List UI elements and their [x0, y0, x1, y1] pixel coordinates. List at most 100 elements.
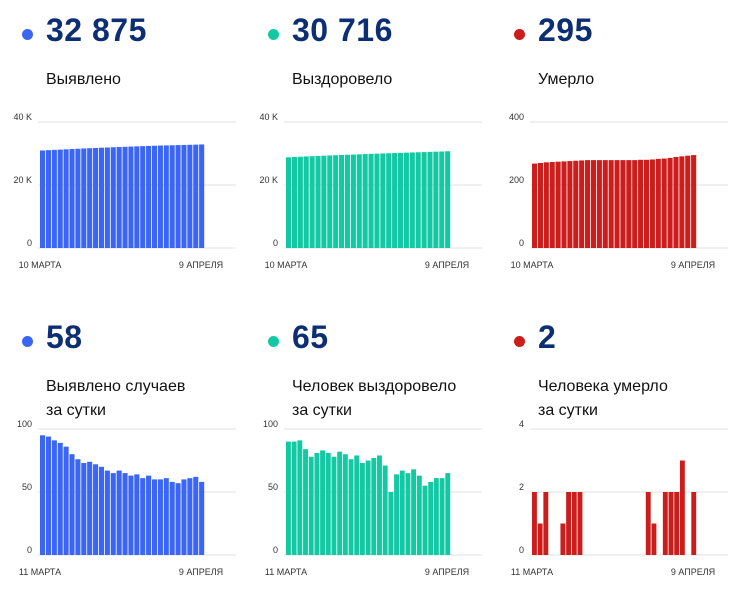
legend-dot — [514, 336, 525, 347]
bar — [98, 147, 105, 248]
x-tick-label-end: 9 АПРЕЛЯ — [671, 567, 715, 577]
bar — [303, 156, 309, 248]
bar — [537, 162, 543, 248]
label-line: Выявлено случаев — [46, 378, 186, 395]
bar — [104, 470, 110, 555]
y-tick-label: 20 K — [13, 175, 32, 185]
bar — [439, 151, 445, 248]
bar — [632, 160, 638, 248]
bar — [433, 151, 439, 248]
bar — [63, 149, 69, 248]
bar — [691, 155, 697, 248]
bar — [377, 455, 382, 555]
bar — [193, 476, 199, 555]
bar — [140, 146, 146, 248]
bar — [157, 145, 163, 248]
bar — [602, 160, 608, 248]
x-tick-label-start: 11 МАРТА — [265, 567, 307, 577]
bar — [199, 144, 205, 248]
bar — [333, 155, 339, 248]
detected-daily-value: 58 — [46, 319, 83, 355]
bar — [286, 441, 291, 555]
bar — [314, 452, 320, 555]
deaths-daily-value: 2 — [538, 319, 557, 355]
bar — [146, 145, 152, 248]
bar — [571, 492, 577, 555]
bar — [337, 451, 343, 555]
detected-total-chart: 0 20 K 40 K 10 МАРТА 9 АПРЕЛЯ — [13, 112, 236, 270]
deaths-total-value: 295 — [538, 12, 593, 48]
bar — [662, 492, 668, 555]
bar — [87, 148, 93, 248]
bar — [110, 473, 116, 555]
bar — [344, 154, 351, 248]
bar — [45, 436, 51, 555]
recovered-daily-value: 65 — [292, 319, 329, 355]
bar — [691, 492, 697, 555]
x-tick-label-end: 9 АПРЕЛЯ — [179, 260, 223, 270]
label-line: Умерло — [538, 71, 595, 88]
bar — [573, 160, 579, 248]
bar — [356, 154, 362, 248]
detected-daily-label: Выявлено случаев за сутки — [46, 375, 185, 423]
bar — [651, 523, 657, 555]
recovered-total-value: 30 716 — [292, 12, 393, 48]
bar — [392, 153, 398, 248]
y-tick-label: 40 K — [259, 112, 278, 122]
bar — [93, 147, 99, 248]
deaths-total-chart: 0 200 400 10 МАРТА 9 АПРЕЛЯ — [509, 112, 728, 270]
legend-dot — [22, 336, 33, 347]
bar — [667, 157, 673, 248]
bar — [579, 160, 585, 248]
bar — [371, 457, 377, 555]
bar — [51, 440, 57, 555]
bar — [596, 160, 602, 248]
bar — [169, 145, 175, 248]
bar — [87, 461, 93, 555]
detected-daily-chart: 0 50 100 11 МАРТА 9 АПРЕЛЯ — [17, 419, 236, 577]
y-tick-label: 100 — [17, 419, 32, 429]
bar — [382, 465, 388, 555]
bar — [199, 481, 205, 555]
bar — [181, 144, 187, 248]
panel-recovered-total: 30 716 Выздоровело 0 20 K 40 K 10 МАРТА 9 АП… — [246, 0, 492, 307]
bar — [532, 492, 537, 555]
x-tick-label-start: 11 МАРТА — [19, 567, 61, 577]
bar — [643, 159, 650, 248]
detected-total-value: 32 875 — [46, 12, 147, 48]
y-tick-label: 0 — [27, 545, 32, 555]
x-tick-label-end: 9 АПРЕЛЯ — [671, 260, 715, 270]
panel-detected-total: 32 875 Выявлено 0 20 K 40 K 10 МАРТА 9 АПРЕЛ… — [0, 0, 246, 307]
bar — [331, 456, 337, 555]
x-tick-label-start: 10 МАРТА — [19, 260, 62, 270]
deaths-daily-chart: 0 2 4 11 МАРТА 9 АПРЕЛЯ — [511, 419, 728, 577]
bar — [342, 454, 348, 555]
y-tick-label: 2 — [519, 482, 524, 492]
bar — [560, 523, 566, 555]
bar — [394, 474, 399, 555]
y-tick-label: 50 — [22, 482, 32, 492]
bar — [645, 492, 651, 555]
bar — [590, 160, 597, 248]
bar — [555, 161, 561, 248]
bar — [75, 148, 81, 248]
panel-recovered-daily: 65 Человек выздоровело за сутки 0 50 100 11… — [246, 307, 492, 614]
bar — [668, 492, 674, 555]
panel-detected-daily: 58 Выявлено случаев за сутки 0 50 100 11 МА… — [0, 307, 246, 614]
bar — [69, 149, 75, 248]
bar — [380, 153, 386, 248]
bar — [386, 153, 392, 248]
bar — [638, 159, 644, 248]
bar — [532, 163, 538, 248]
bar — [543, 492, 549, 555]
bar — [348, 459, 354, 555]
bar — [433, 478, 439, 555]
bar — [69, 454, 75, 555]
bar — [308, 456, 314, 555]
bar — [163, 145, 169, 248]
bar — [163, 478, 169, 555]
bar — [679, 156, 685, 248]
bar — [685, 155, 691, 248]
bar — [51, 149, 57, 248]
bar — [175, 483, 181, 555]
